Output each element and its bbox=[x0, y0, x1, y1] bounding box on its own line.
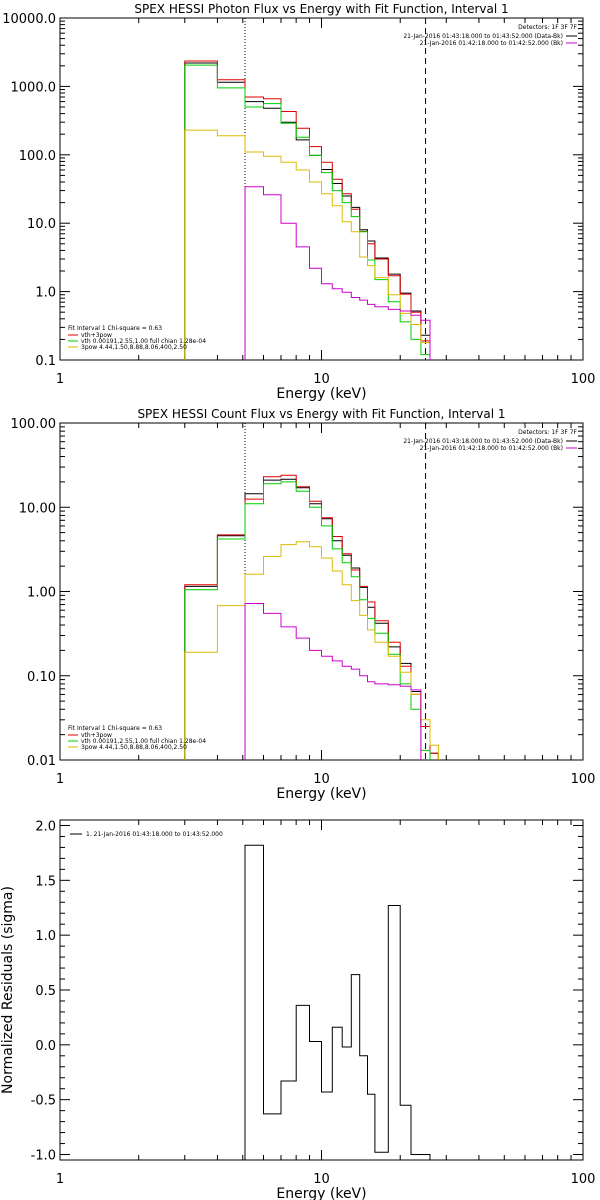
y-tick-label: 0.1 bbox=[35, 354, 56, 369]
chart-title: SPEX HESSI Count Flux vs Energy with Fit… bbox=[137, 407, 505, 421]
series-line-2 bbox=[184, 64, 431, 360]
chart-panel-2: SPEX HESSI Count Flux vs Energy with Fit… bbox=[11, 407, 596, 802]
x-tick-label: 100 bbox=[571, 1172, 596, 1187]
y-tick-label: 0.0 bbox=[35, 1039, 56, 1054]
chart-title: SPEX HESSI Photon Flux vs Energy with Fi… bbox=[134, 2, 508, 16]
legend-fit-label: 3pow 4.44,1.50,8.88,8.06,400,2.50 bbox=[81, 744, 187, 751]
plot-data bbox=[244, 844, 431, 1160]
legend-interval-label: 21-Jan-2016 01:42:18.000 to 01:42:52.000… bbox=[420, 445, 563, 452]
y-tick-label: 1.0 bbox=[35, 929, 56, 944]
legend-fit-label: vth+3pow bbox=[81, 732, 112, 739]
x-tick-label: 100 bbox=[571, 372, 596, 387]
x-tick-label: 1 bbox=[56, 1172, 64, 1187]
legend-fit-label: vth 0.00191,2.55,1.00 full chian 1.28e-0… bbox=[81, 738, 206, 745]
legend-fit-label: vth+3pow bbox=[81, 332, 112, 339]
x-tick-label: 10 bbox=[313, 372, 330, 387]
series-line-4 bbox=[244, 186, 431, 360]
series-line-3 bbox=[184, 541, 439, 760]
legend-interval-label: 21-Jan-2016 01:43:18.000 to 01:43:52.000… bbox=[403, 438, 563, 445]
legend-interval-label: 21-Jan-2016 01:43:18.000 to 01:43:52.000… bbox=[403, 33, 563, 40]
legend-fit-header: Fit Interval 1 Chi-square = 0.63 bbox=[68, 325, 162, 332]
legend-residual-label: 1. 21-Jan-2016 01:43:18.000 to 01:43:52.… bbox=[86, 831, 223, 838]
x-tick-label: 10 bbox=[313, 1172, 330, 1187]
y-tick-label: 0.10 bbox=[27, 670, 56, 685]
y-tick-label: 1.5 bbox=[35, 874, 56, 889]
x-tick-label: 10 bbox=[313, 772, 330, 787]
y-tick-label: 2.0 bbox=[35, 819, 56, 834]
series-line-2 bbox=[184, 481, 431, 760]
x-axis-label: Energy (keV) bbox=[276, 786, 366, 802]
y-tick-label: 10000.0 bbox=[2, 12, 56, 27]
series-line-4 bbox=[244, 603, 422, 760]
legend-interval-label: 21-Jan-2016 01:42:18.000 to 01:42:52.000… bbox=[420, 40, 563, 47]
x-axis-label: Energy (keV) bbox=[276, 1186, 366, 1200]
x-tick-label: 1 bbox=[56, 772, 64, 787]
x-tick-label: 1 bbox=[56, 372, 64, 387]
y-tick-label: 0.01 bbox=[27, 754, 56, 769]
y-tick-label: 10.00 bbox=[19, 501, 56, 516]
series-line-1 bbox=[184, 60, 431, 360]
y-tick-label: 100.00 bbox=[11, 417, 57, 432]
x-tick-label: 100 bbox=[571, 772, 596, 787]
y-tick-label: 1000.0 bbox=[11, 80, 57, 95]
y-tick-label: 1.00 bbox=[27, 586, 56, 601]
y-tick-label: -1.0 bbox=[31, 1149, 56, 1164]
legend-detectors: Detectors: 1F 3F 7F bbox=[518, 429, 577, 436]
y-tick-label: 10.0 bbox=[27, 217, 56, 232]
legend-detectors: Detectors: 1F 3F 7F bbox=[518, 24, 577, 31]
y-tick-label: 100.0 bbox=[19, 149, 56, 164]
y-tick-label: 1.0 bbox=[35, 286, 56, 301]
series-line-0 bbox=[244, 844, 431, 1160]
legend-fit-label: vth 0.00191,2.55,1.00 full chian 1.28e-0… bbox=[81, 338, 206, 345]
chart-panel-3: 1 10 100 Energy (keV) -1.0 -0.5 0.0 0.5 1.0 1.5 2.… bbox=[0, 819, 595, 1200]
chart-panel-1: SPEX HESSI Photon Flux vs Energy with Fi… bbox=[2, 2, 595, 402]
plot-data bbox=[184, 423, 439, 760]
y-axis-label: Normalized Residuals (sigma) bbox=[0, 886, 16, 1094]
plot-data bbox=[184, 18, 431, 360]
y-tick-label: 0.5 bbox=[35, 984, 56, 999]
x-axis-label: Energy (keV) bbox=[276, 386, 366, 402]
y-tick-label: -0.5 bbox=[31, 1094, 56, 1109]
legend-fit-label: 3pow 4.44,1.50,8.88,8.06,400,2.50 bbox=[81, 344, 187, 351]
legend-fit-header: Fit Interval 1 Chi-square = 0.63 bbox=[68, 725, 162, 732]
